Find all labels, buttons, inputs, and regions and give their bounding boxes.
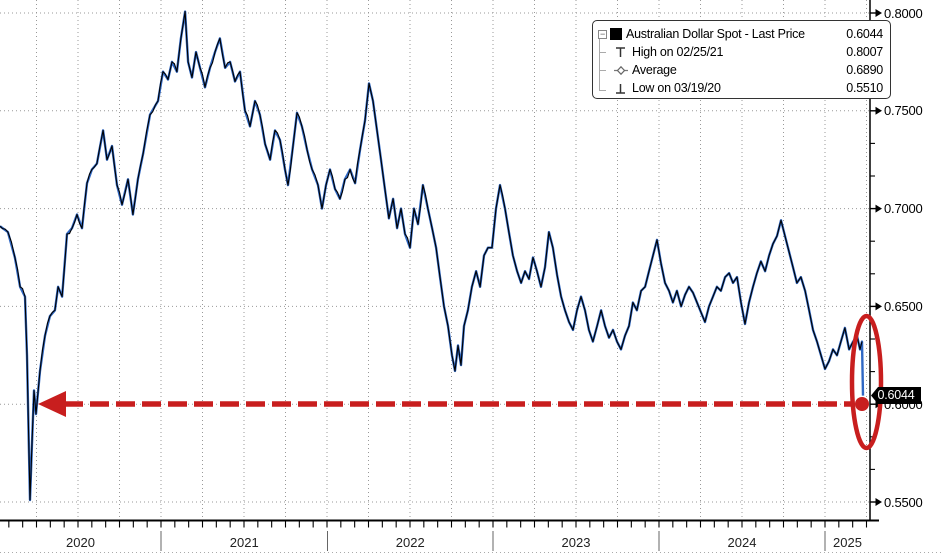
y-axis-label: 0.6500 [884, 298, 923, 314]
y-axis-label: 0.8000 [884, 5, 923, 21]
legend-high-label: High on 02/25/21 [632, 45, 724, 59]
legend-average-value: 0.6890 [846, 63, 883, 77]
y-tick-arrow-icon [875, 9, 882, 17]
legend-row-high[interactable]: High on 02/25/21 0.8007 [598, 43, 883, 61]
legend-tree-connector [599, 90, 606, 91]
y-tick-arrow-icon [875, 498, 882, 506]
legend-expander-icon[interactable]: − [598, 28, 607, 39]
y-tick-arrow-icon [875, 204, 882, 213]
legend-tree-connector [599, 38, 600, 91]
price-line-black [0, 11, 863, 501]
legend-series-value: 0.6044 [846, 27, 883, 41]
y-axis-label: 0.7000 [884, 201, 923, 217]
legend-low-value: 0.5510 [846, 81, 883, 95]
legend-row-low[interactable]: Low on 03/19/20 0.5510 [598, 79, 883, 97]
x-axis-year-label: 2020 [66, 535, 95, 550]
legend: − Australian Dollar Spot - Last Price 0.… [592, 20, 891, 99]
legend-row-average[interactable]: Average 0.6890 [598, 61, 883, 79]
legend-tree-connector [599, 70, 606, 71]
x-axis-year-label: 2025 [833, 535, 862, 550]
y-tick-arrow-icon [875, 106, 882, 115]
last-price-badge: 0.6044 [871, 387, 921, 404]
x-axis-year-label: 2021 [229, 535, 259, 550]
legend-low-label: Low on 03/19/20 [632, 81, 721, 95]
legend-series-label: Australian Dollar Spot - Last Price [626, 27, 805, 41]
x-axis-year-label: 2024 [727, 535, 757, 550]
average-dash-diamond-icon [614, 64, 628, 77]
black-square-series-icon [610, 28, 622, 40]
annotation-highlight-ellipse [849, 313, 884, 451]
legend-tree-connector [599, 52, 606, 53]
legend-average-label: Average [632, 63, 677, 77]
high-tick-icon [614, 46, 628, 59]
x-axis-year-label: 2022 [395, 535, 425, 550]
y-axis-label: 0.7500 [884, 103, 923, 119]
legend-high-value: 0.8007 [846, 45, 883, 59]
x-axis-year-label: 2023 [561, 535, 591, 550]
y-tick-arrow-icon [875, 302, 882, 311]
annotation-endpoint-dot [855, 397, 869, 411]
low-tick-icon [614, 82, 628, 95]
annotation-arrowhead-left-icon [38, 391, 66, 417]
legend-row-last-price[interactable]: − Australian Dollar Spot - Last Price 0.… [598, 25, 883, 43]
y-axis-label: 0.5500 [884, 494, 923, 510]
